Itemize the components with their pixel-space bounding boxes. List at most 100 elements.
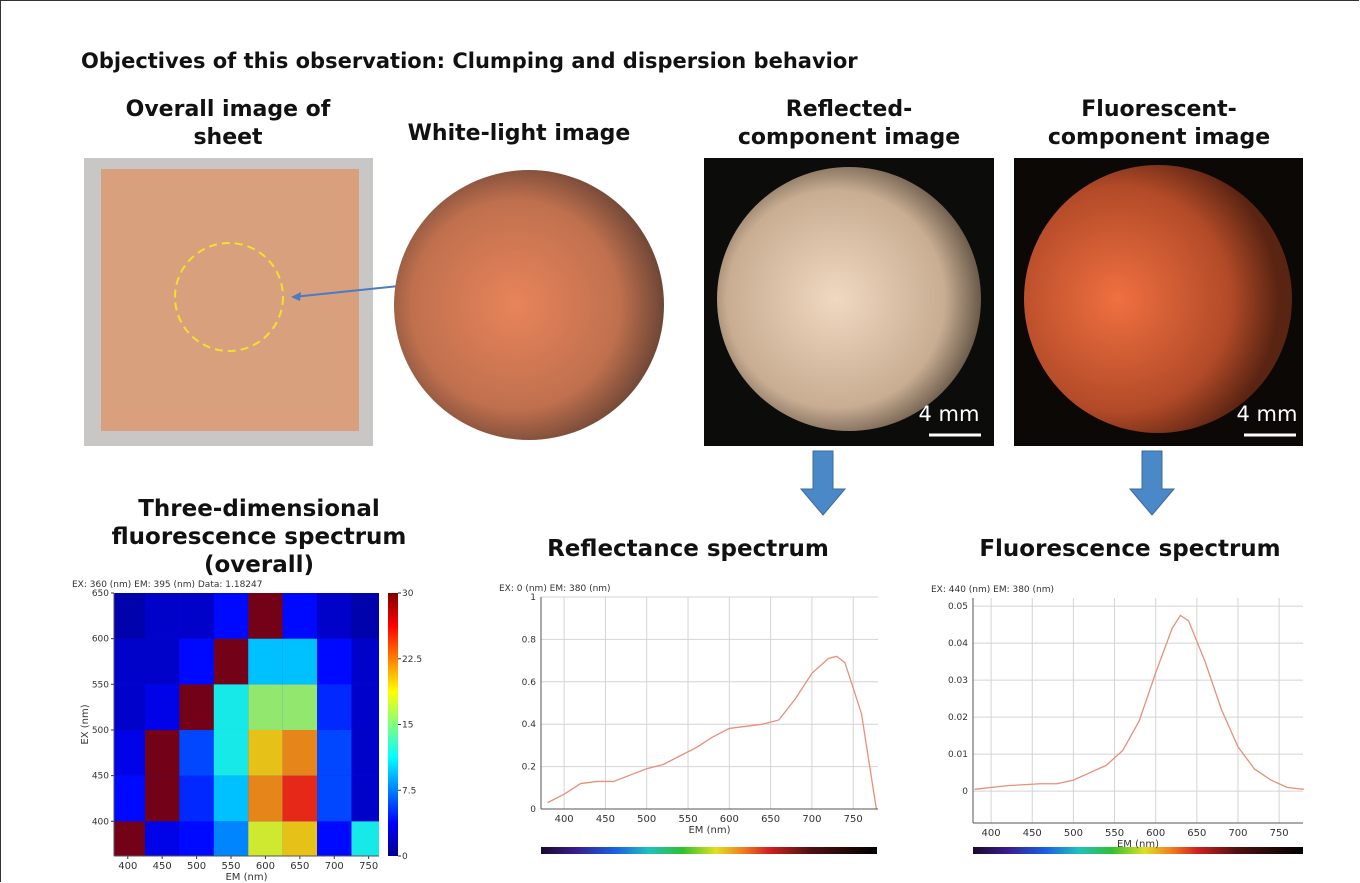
heatmap-cell [214, 593, 248, 639]
down-arrow [1130, 451, 1174, 515]
heatmap-cell [351, 684, 385, 730]
chart-title: Reflectance spectrum [488, 535, 888, 563]
y-tick-label: 400 [92, 817, 109, 827]
chart-header: EX: 0 (nm) EM: 380 (nm) [499, 584, 611, 594]
x-axis-label: EM (nm) [688, 825, 730, 836]
heatmap-cell [317, 776, 351, 822]
y-tick-label: 600 [92, 635, 109, 645]
x-tick-label: 500 [1064, 828, 1083, 839]
image-label: Fluorescent-component image [1021, 96, 1297, 152]
heatmap-cell [317, 730, 351, 776]
y-tick-label: 1 [530, 593, 536, 603]
reflected-disc [717, 167, 981, 431]
x-tick-label: 750 [844, 814, 863, 825]
chart-title: Fluorescence spectrum [930, 535, 1330, 563]
x-tick-label: 400 [982, 828, 1001, 839]
y-tick-label: 0.03 [948, 676, 968, 686]
sheet [101, 169, 359, 431]
page-title: Objectives of this observation: Clumping… [81, 47, 981, 75]
y-tick-label: 500 [92, 726, 109, 736]
colorbar-label: 15 [402, 721, 413, 731]
colorbar-label: 7.5 [402, 786, 416, 796]
x-tick-label: 550 [221, 861, 240, 872]
heatmap-cell [283, 593, 317, 639]
scale-label: 4 mm [919, 402, 980, 426]
heatmap-cell [179, 730, 213, 776]
heatmap-cell [248, 639, 282, 685]
heatmap-cell [145, 639, 179, 685]
plot-bg [541, 597, 878, 809]
heatmap-cell [351, 639, 385, 685]
x-tick-label: 750 [359, 861, 378, 872]
heatmap-cells [111, 593, 386, 867]
colorbar-label: 30 [402, 589, 414, 599]
y-tick-label: 0.02 [948, 713, 968, 723]
x-tick-label: 700 [325, 861, 344, 872]
y-tick-label: 0.2 [522, 763, 536, 773]
x-tick-label: 550 [1105, 828, 1124, 839]
heatmap-cell [111, 639, 145, 685]
x-tick-label: 650 [1187, 828, 1206, 839]
y-axis-label: EX (nm) [80, 704, 91, 744]
down-arrow [801, 451, 845, 515]
x-tick-label: 700 [1228, 828, 1247, 839]
heatmap-cell [111, 593, 145, 639]
image-label: Overall image of sheet [118, 96, 338, 152]
white-light-photo [394, 170, 664, 440]
heatmap-cell [214, 684, 248, 730]
y-tick-label: 0.05 [948, 602, 968, 612]
x-tick-label: 500 [187, 861, 206, 872]
heatmap-cell [283, 776, 317, 822]
heatmap-cell [214, 776, 248, 822]
heatmap-cell [248, 593, 282, 639]
plot-bg [973, 598, 1303, 823]
heatmap-cell [179, 684, 213, 730]
heatmap-cell [248, 776, 282, 822]
heatmap-cell [111, 776, 145, 822]
y-tick-label: 0.04 [948, 639, 968, 649]
heatmap-cell [111, 730, 145, 776]
heatmap-cell [179, 593, 213, 639]
y-tick-label: 0 [530, 805, 536, 815]
heatmap-cell [145, 684, 179, 730]
y-tick-label: 450 [92, 772, 109, 782]
x-tick-label: 650 [761, 814, 780, 825]
y-tick-label: 0.8 [522, 635, 537, 645]
x-tick-label: 500 [637, 814, 656, 825]
image-label: Reflected-component image [721, 96, 977, 152]
colorbar-label: 0 [402, 852, 408, 862]
x-tick-label: 450 [1023, 828, 1042, 839]
heatmap-cell [214, 639, 248, 685]
x-tick-label: 400 [555, 814, 574, 825]
y-tick-label: 550 [92, 680, 109, 690]
heatmap-cell [351, 776, 385, 822]
x-tick-label: 600 [256, 861, 275, 872]
page: 4 mm 4 mm EX: 360 (nm) EM: 395 (nm) Data… [0, 0, 1359, 882]
x-tick-label: 650 [290, 861, 309, 872]
scale-label: 4 mm [1237, 402, 1298, 426]
x-axis-label: EM (nm) [1117, 839, 1159, 850]
heatmap-cell [317, 684, 351, 730]
x-tick-label: 450 [153, 861, 172, 872]
heatmap-cell [283, 730, 317, 776]
x-tick-label: 600 [1146, 828, 1165, 839]
colorbar [388, 593, 398, 856]
y-tick-label: 0 [962, 787, 968, 797]
x-axis-label: EM (nm) [225, 872, 267, 882]
heatmap-cell [214, 730, 248, 776]
x-tick-label: 600 [720, 814, 739, 825]
x-tick-label: 700 [802, 814, 821, 825]
x-tick-label: 550 [678, 814, 697, 825]
colorbar-label: 22.5 [402, 655, 422, 665]
chart-title: Three-dimensional fluorescence spectrum … [104, 495, 414, 579]
heatmap-cell [179, 639, 213, 685]
heatmap-cell [351, 593, 385, 639]
heatmap-cell [317, 639, 351, 685]
heatmap-cell [248, 730, 282, 776]
heatmap-cell [145, 776, 179, 822]
heatmap-cell [283, 639, 317, 685]
y-tick-label: 0.6 [522, 678, 537, 688]
heatmap-cell [283, 684, 317, 730]
spectrum-bar [541, 847, 877, 854]
heatmap-cell [351, 730, 385, 776]
